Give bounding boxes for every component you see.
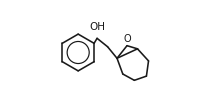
- Text: O: O: [123, 34, 131, 44]
- Text: OH: OH: [89, 22, 105, 32]
